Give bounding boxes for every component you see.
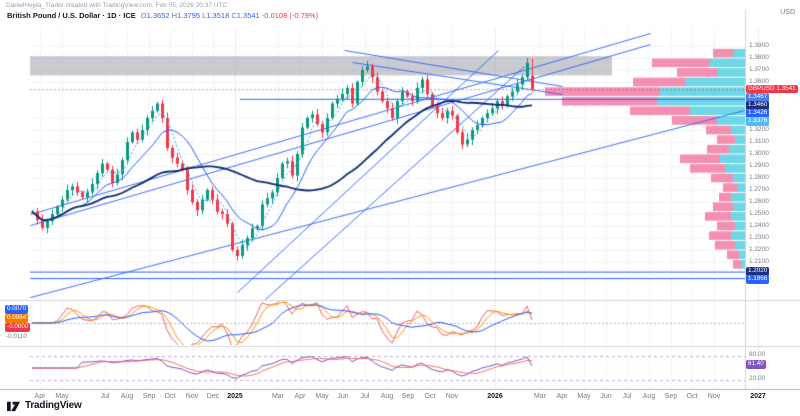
rsi-lower-label: 20.00: [749, 375, 766, 382]
price-badge: 1.3460: [746, 101, 770, 111]
time-axis-month-label: Oct: [164, 393, 176, 400]
time-axis-month-label: Nov: [445, 393, 459, 400]
price-axis-label: 1.2500: [749, 210, 769, 217]
momentum-floor-label: -0.0110: [6, 333, 27, 340]
momentum-value-badge: 0.0070: [5, 305, 29, 314]
ohlc-low-value: 1.3518: [206, 11, 230, 20]
price-axis-label: 1.3100: [749, 138, 769, 145]
tradingview-logo-text: TradingView: [25, 400, 82, 411]
tradingview-logo-icon: [7, 401, 20, 412]
price-badge: 1.3467: [746, 93, 770, 103]
watermark-attribution: DanielHejda_Trader created with TradingV…: [6, 2, 228, 9]
time-axis-month-label: May: [315, 393, 329, 400]
price-badge: 1.2020: [746, 267, 770, 276]
price-axis-label: 1.2300: [749, 234, 769, 241]
time-axis-month-label: Jun: [600, 393, 612, 400]
ohlc-low-label: L: [202, 11, 207, 20]
price-axis-label: 1.3900: [749, 42, 769, 49]
price-axis-label: 1.3000: [749, 150, 769, 157]
time-axis-month-label: Oct: [686, 393, 698, 400]
price-axis-label: 1.3600: [749, 78, 769, 85]
time-axis-year-label: 2027: [750, 393, 766, 400]
ohlc-close-value: 1.3541: [236, 11, 260, 20]
time-axis-month-label: Aug: [642, 393, 656, 400]
time-axis[interactable]: Apr May Jul Aug Sep Oct Nov Dec 2025 Mar Apr May Jun…: [0, 389, 800, 416]
time-axis-month-label: Apr: [294, 393, 306, 400]
ohlc-values: O1.3652 H1.3795 L1.3518 C1.3541 -0.0108 …: [141, 11, 318, 20]
ohlc-open-value: 1.3652: [146, 11, 170, 20]
ohlc-open-label: O: [140, 11, 147, 20]
time-axis-month-label: Mar: [271, 393, 285, 400]
price-axis[interactable]: 1.39001.38001.37001.36001.33001.32001.31…: [745, 0, 800, 389]
price-axis-label: 1.2200: [749, 246, 769, 253]
time-axis-month-label: Nov: [707, 393, 721, 400]
quote-currency-label: USD: [780, 9, 795, 16]
tradingview-logo[interactable]: TradingView: [6, 399, 82, 412]
time-axis-month-label: Jul: [360, 393, 370, 400]
ohlc-close-label: C: [231, 11, 237, 20]
momentum-value-badge: -0.0000: [5, 323, 31, 332]
price-axis-label: 1.3700: [749, 66, 769, 73]
price-axis-label: 1.2700: [749, 186, 769, 193]
price-badge: 1.1966: [746, 275, 770, 284]
time-axis-month-label: Mar: [533, 393, 547, 400]
symbol-title: British Pound / U.S. Dollar · 1D · ICE: [7, 11, 136, 20]
price-axis-label: 1.2100: [749, 258, 769, 265]
time-axis-month-label: Aug: [380, 393, 394, 400]
price-axis-label: 1.3200: [749, 126, 769, 133]
time-axis-month-label: Nov: [185, 393, 199, 400]
price-badge: 1.3426: [746, 109, 770, 119]
price-axis-label: 1.2400: [749, 222, 769, 229]
time-axis-month-label: Jun: [337, 393, 349, 400]
time-axis-year-label: 2026: [487, 393, 503, 400]
rsi-upper-label: 80.00: [749, 351, 766, 358]
price-badge: GBPUSD 1.3541: [746, 84, 798, 94]
time-axis-month-label: May: [577, 393, 591, 400]
price-axis-label: 1.2900: [749, 162, 769, 169]
time-axis-month-label: May: [55, 393, 69, 400]
price-axis-label: 1.2600: [749, 198, 769, 205]
time-axis-month-label: Sep: [401, 393, 415, 400]
price-badge: 1.3376: [746, 117, 770, 127]
symbol-info-row: British Pound / U.S. Dollar · 1D · ICE O1…: [7, 11, 318, 20]
momentum-value-badge: 0.0064: [5, 314, 29, 323]
time-axis-month-label: Sep: [664, 393, 678, 400]
ohlc-high-label: H: [171, 11, 178, 20]
time-axis-month-label: Apr: [556, 393, 568, 400]
time-axis-month-label: Apr: [34, 393, 46, 400]
ohlc-change-value: -0.0108 (-0.79%): [261, 11, 319, 20]
time-axis-month-label: Oct: [424, 393, 436, 400]
ohlc-high-value: 1.3795: [177, 11, 201, 20]
time-axis-month-label: Aug: [120, 393, 134, 400]
time-axis-month-label: Jul: [622, 393, 632, 400]
indicator-pane1-value-labels: 0.0070 0.0064 -0.0000 -0.0110: [0, 301, 46, 346]
time-axis-month-label: Sep: [142, 393, 156, 400]
time-axis-year-label: 2025: [227, 393, 243, 400]
rsi-value-badge: 61.40: [746, 360, 766, 369]
price-axis-label: 1.2800: [749, 174, 769, 181]
time-axis-month-label: Jul: [100, 393, 110, 400]
price-axis-label: 1.3800: [749, 54, 769, 61]
time-axis-month-label: Dec: [206, 393, 220, 400]
